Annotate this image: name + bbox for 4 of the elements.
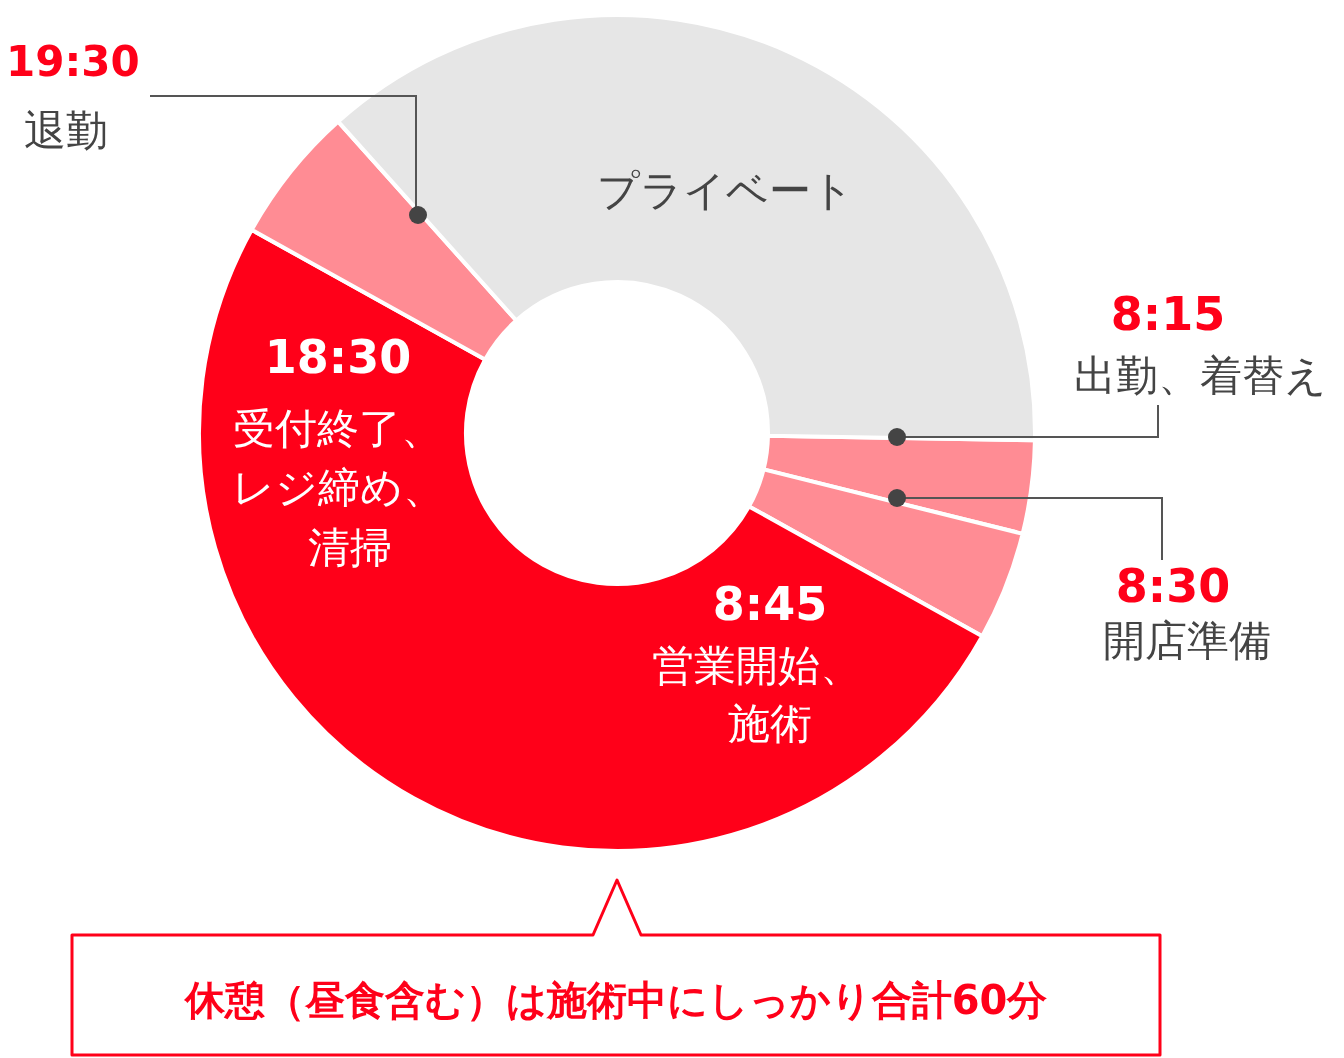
callout-note: 休憩（昼食含む）は施術中にしっかり合計60分 — [70, 878, 1162, 1057]
slice-label: 開店準備 — [1103, 616, 1271, 665]
annotation-leave: 19:30 退勤 — [6, 37, 427, 224]
slice-label: 出勤、着替え — [1073, 351, 1327, 400]
